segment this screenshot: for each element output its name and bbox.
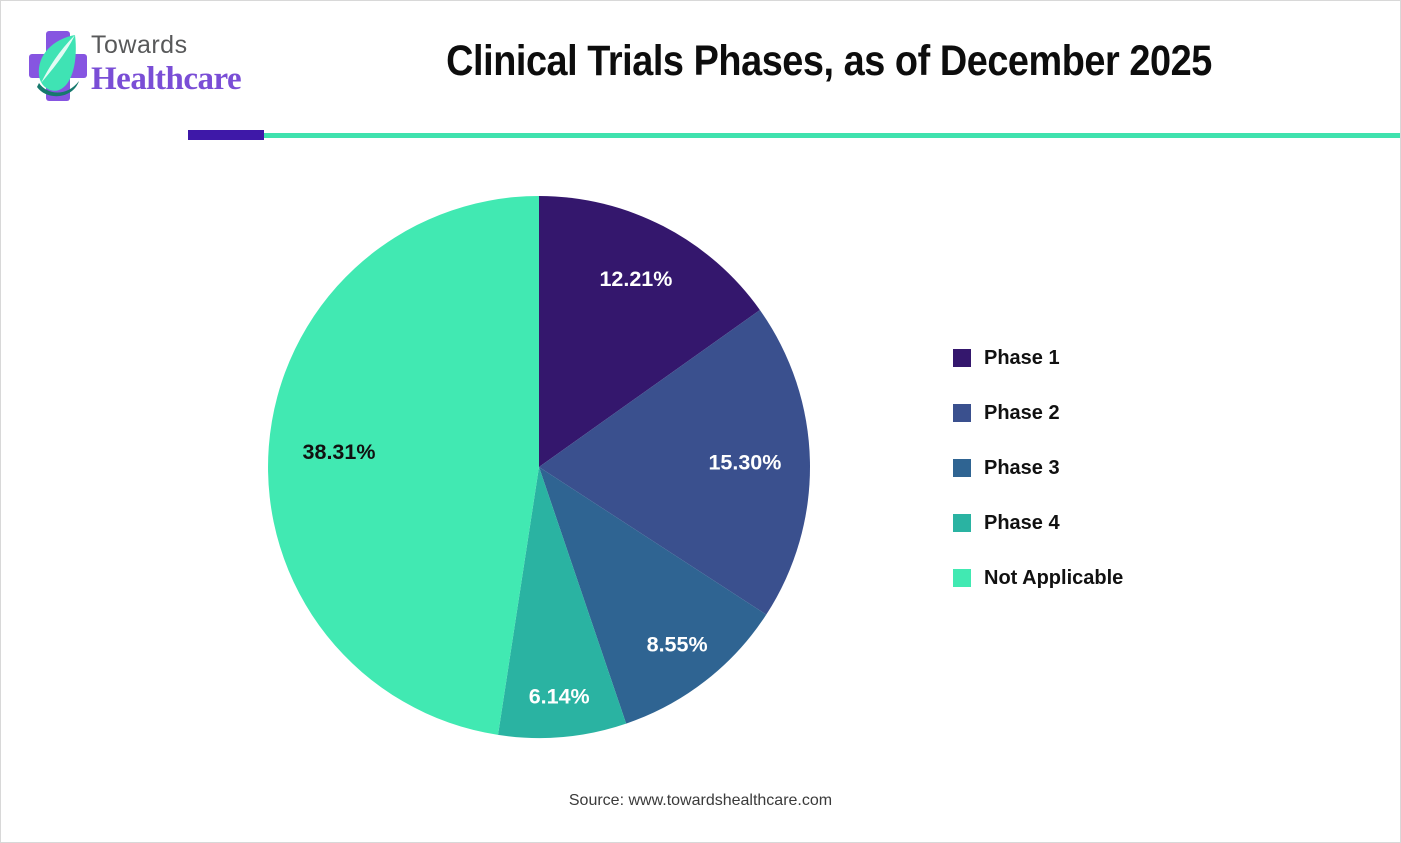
divider-purple-accent (188, 130, 264, 140)
logo-cross-leaf-icon (29, 31, 87, 101)
legend-item-phase-1: Phase 1 (953, 346, 1123, 369)
legend-item-label: Phase 3 (984, 456, 1060, 479)
legend-item-label: Not Applicable (984, 566, 1124, 589)
pie-label-not-applicable: 38.31% (303, 440, 376, 464)
legend: Phase 1 Phase 2 Phase 3 Phase 4 Not Applicab… (953, 346, 1124, 623)
divider-teal-line (264, 133, 1400, 138)
legend-swatch-icon (953, 349, 971, 367)
pie-slice-not-applicable (268, 196, 539, 735)
pie-label-phase-2: 15.30% (708, 451, 781, 475)
legend-item-phase-4: Phase 4 (953, 511, 1123, 534)
pie-slice-phase-3 (539, 467, 767, 724)
legend-item-label: Phase 2 (984, 401, 1060, 424)
towards-healthcare-logo: Towards Healthcare (29, 29, 269, 105)
legend-swatch-icon (953, 569, 971, 587)
legend-swatch-icon (953, 404, 971, 422)
pie-slice-phase-4 (498, 467, 627, 738)
legend-item-label: Phase 1 (984, 346, 1060, 369)
logo-healthcare-text: Healthcare (91, 61, 242, 97)
source-text: Source: www.towardshealthcare.com (568, 792, 833, 809)
pie-label-phase-1: 12.21% (599, 267, 672, 291)
legend-item-phase-3: Phase 3 (953, 456, 1123, 479)
legend-item-phase-2: Phase 2 (953, 401, 1123, 424)
logo-text: Towards Healthcare (91, 31, 271, 98)
pie-label-phase-3: 8.55% (647, 633, 708, 657)
leaf-icon (37, 35, 79, 97)
logo-towards-text: Towards (91, 31, 188, 59)
legend-item-label: Phase 4 (984, 511, 1060, 534)
page-title: Clinical Trials Phases, as of December 2… (446, 37, 1212, 85)
pie-slice-phase-2 (539, 310, 810, 615)
legend-swatch-icon (953, 459, 971, 477)
legend-swatch-icon (953, 514, 971, 532)
pie-chart: 12.21% 15.30% 8.55% 6.14% 38.31% (259, 187, 819, 747)
pie-label-phase-4: 6.14% (529, 685, 590, 709)
pie-slice-phase-1 (539, 196, 760, 467)
legend-item-not-applicable: Not Applicable (953, 566, 1124, 589)
